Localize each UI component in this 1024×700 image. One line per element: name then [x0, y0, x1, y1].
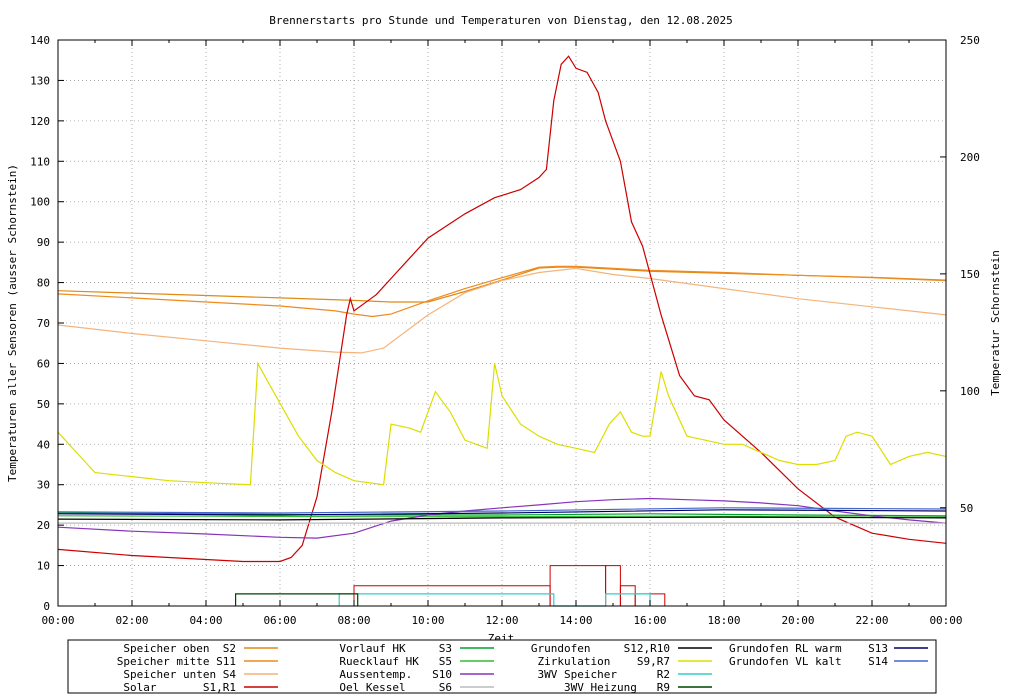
y-tick-label: 50 — [37, 398, 50, 411]
legend-label: Oel Kessel S6 — [339, 681, 452, 694]
x-tick-label: 00:00 — [929, 614, 962, 627]
y-tick-label: 60 — [37, 357, 50, 370]
brennerstarts-bar — [605, 565, 621, 606]
series-line-12 — [235, 593, 359, 606]
series-line-9 — [57, 516, 947, 521]
series-line-1 — [57, 266, 947, 303]
legend-label: Ruecklauf HK S5 — [339, 655, 452, 668]
x-tick-label: 12:00 — [485, 614, 518, 627]
brennerstarts-bar — [549, 565, 607, 606]
y-tick-label: 140 — [30, 34, 50, 47]
legend-label: Zirkulation S9,R7 — [538, 655, 670, 668]
y-tick-label: 90 — [37, 236, 50, 249]
x-tick-label: 18:00 — [707, 614, 740, 627]
series-line-3 — [57, 267, 947, 354]
legend-label: 3WV Heizung R9 — [564, 681, 670, 694]
y-tick-label: 30 — [37, 479, 50, 492]
series-line-4 — [57, 55, 947, 563]
y-tick-label: 100 — [30, 196, 50, 209]
brennerstarts-bar — [619, 585, 636, 606]
y-axis-label: Temperaturen aller Sensoren (ausser Scho… — [6, 164, 19, 482]
x-tick-label: 22:00 — [855, 614, 888, 627]
series-line-2 — [57, 265, 947, 318]
x-tick-label: 06:00 — [263, 614, 296, 627]
series-line-10 — [57, 361, 947, 486]
y2-tick-label: 200 — [960, 151, 980, 164]
series-line-14 — [57, 507, 947, 514]
y-tick-label: 20 — [37, 519, 50, 532]
y-tick-label: 0 — [43, 600, 50, 613]
series-line-6 — [57, 515, 947, 518]
y-tick-label: 80 — [37, 277, 50, 290]
y2-tick-label: 250 — [960, 34, 980, 47]
legend-label: Grundofen VL kalt S14 — [729, 655, 888, 668]
y2-axis-label: Temperatur Schornstein — [989, 250, 1002, 396]
y2-tick-label: 150 — [960, 268, 980, 281]
legend-label: Speicher mitte S11 — [117, 655, 236, 668]
brennerstarts-bar — [649, 593, 666, 606]
legend-box — [67, 639, 937, 694]
series-line-5 — [57, 512, 947, 517]
x-tick-label: 14:00 — [559, 614, 592, 627]
legend-label: Solar S1,R1 — [123, 681, 236, 694]
x-tick-label: 04:00 — [189, 614, 222, 627]
legend-label: Grundofen RL warm S13 — [729, 642, 888, 655]
legend-label: 3WV Speicher R2 — [538, 668, 670, 681]
y-tick-label: 40 — [37, 438, 50, 451]
legend-label: Vorlauf HK S3 — [339, 642, 452, 655]
series-line-13 — [57, 509, 947, 516]
x-tick-label: 02:00 — [115, 614, 148, 627]
brennerstarts-bar — [634, 593, 651, 606]
x-tick-label: 20:00 — [781, 614, 814, 627]
chart-title: Brennerstarts pro Stunde und Temperature… — [269, 14, 733, 27]
grid-lines — [58, 40, 946, 606]
y-tick-label: 110 — [30, 155, 50, 168]
x-tick-label: 08:00 — [337, 614, 370, 627]
axis-ticks: 00:00 02:00 04:00 06:00 08:00 10:00 12:00 14:00… — [30, 34, 980, 627]
x-tick-label: 16:00 — [633, 614, 666, 627]
legend-label: Grundofen S12,R10 — [531, 642, 670, 655]
x-tick-label: 10:00 — [411, 614, 444, 627]
series-layer — [57, 55, 947, 607]
legend-label: Speicher oben S2 — [123, 642, 236, 655]
legend-label: Speicher unten S4 — [123, 668, 236, 681]
y2-tick-label: 100 — [960, 385, 980, 398]
brennerstarts-bar — [353, 585, 551, 606]
y-tick-label: 70 — [37, 317, 50, 330]
y2-tick-label: 50 — [960, 502, 973, 515]
series-line-11 — [338, 593, 651, 607]
y-tick-label: 10 — [37, 560, 50, 573]
y-tick-label: 130 — [30, 74, 50, 87]
y-tick-label: 120 — [30, 115, 50, 128]
x-tick-label: 00:00 — [41, 614, 74, 627]
legend-label: Aussentemp. S10 — [339, 668, 452, 681]
